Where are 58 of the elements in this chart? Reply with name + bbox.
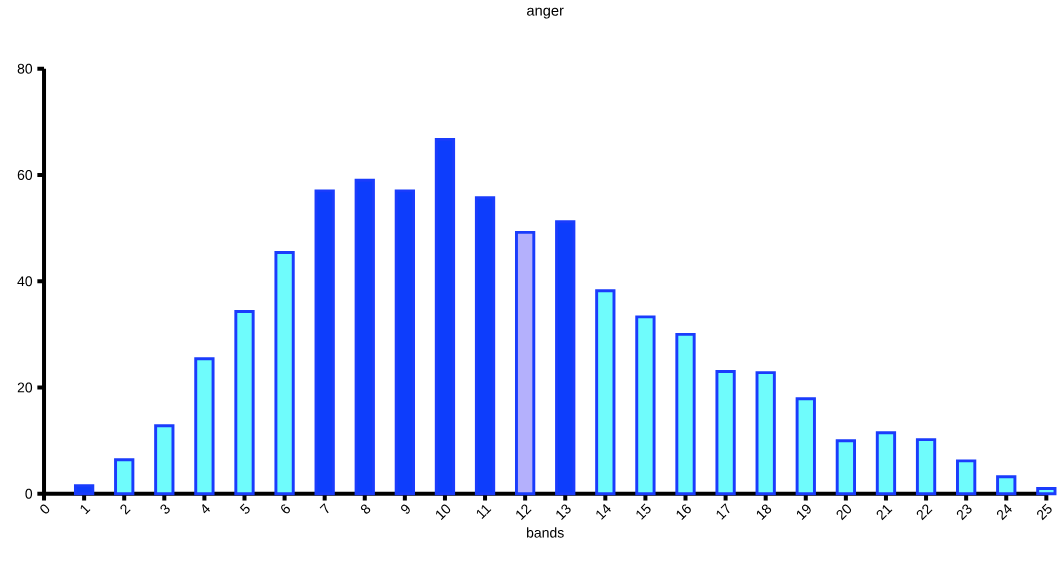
x-axis-title: bands <box>527 527 564 538</box>
x-tick-label: 3 <box>160 504 170 514</box>
x-tick-label: 18 <box>756 504 772 520</box>
bar <box>234 310 255 496</box>
bar <box>915 438 937 496</box>
bar <box>555 220 576 496</box>
bar <box>394 189 415 496</box>
x-tick-label: 19 <box>796 504 811 520</box>
x-tick-label: 0 <box>40 504 50 514</box>
bar <box>474 196 496 496</box>
bar <box>274 251 295 496</box>
x-tick-label: 16 <box>676 504 691 520</box>
x-tick-label: 7 <box>319 503 329 514</box>
bar <box>154 424 175 496</box>
x-tick-label: 9 <box>401 504 410 514</box>
x-tick-label: 8 <box>360 504 371 514</box>
x-tick-label: 5 <box>239 503 250 514</box>
x-tick-label: 4 <box>202 504 210 514</box>
bar <box>875 431 897 496</box>
x-tick-label: 2 <box>120 504 131 515</box>
bar <box>755 371 776 496</box>
bar <box>314 189 335 496</box>
bar <box>1036 487 1057 496</box>
x-tick-label: 17 <box>716 503 730 520</box>
bar <box>114 458 135 496</box>
x-tick-label: 22 <box>916 504 933 521</box>
bar <box>434 137 456 496</box>
x-tick-label: 14 <box>596 504 611 520</box>
bar <box>835 439 857 496</box>
bar <box>795 397 816 496</box>
bar <box>354 178 375 496</box>
x-tick-label: 10 <box>436 504 451 520</box>
x-tick-label: 1 <box>80 504 91 515</box>
x-tick-label: 13 <box>556 504 571 520</box>
x-tick-label: 15 <box>636 503 651 520</box>
x-tick-label: 11 <box>476 504 492 520</box>
bar <box>956 459 977 496</box>
y-tick-label: 60 <box>17 170 33 181</box>
chart-title: anger <box>527 7 564 19</box>
y-tick-label: 20 <box>17 382 33 393</box>
bar <box>73 484 95 496</box>
bar <box>514 230 536 496</box>
bar <box>675 332 696 496</box>
bar <box>194 357 215 496</box>
y-tick-label: 80 <box>17 63 33 74</box>
x-tick-label: 6 <box>281 504 290 514</box>
x-tick-label: 12 <box>516 504 532 520</box>
bar <box>635 315 656 496</box>
x-tick-label: 25 <box>1037 503 1052 521</box>
bar <box>715 370 736 496</box>
x-tick-label: 24 <box>996 504 1012 521</box>
y-tick-label: 0 <box>25 488 33 499</box>
x-tick-label: 23 <box>956 504 972 521</box>
bar <box>996 475 1017 496</box>
x-tick-label: 21 <box>876 505 893 521</box>
x-tick-label: 20 <box>836 504 852 521</box>
y-tick-label: 40 <box>17 276 33 287</box>
bar <box>595 289 616 496</box>
